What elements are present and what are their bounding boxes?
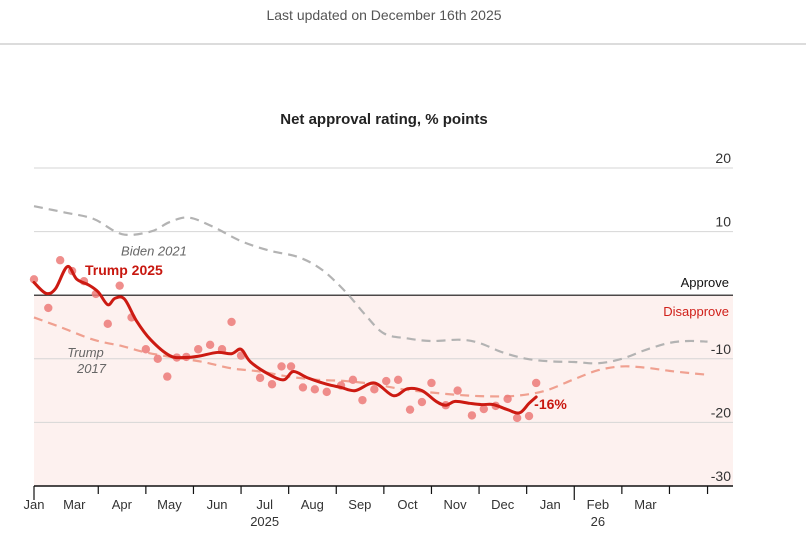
poll-point bbox=[524, 411, 534, 421]
poll-point bbox=[194, 345, 203, 354]
poll-point bbox=[348, 375, 358, 384]
poll-point bbox=[405, 405, 415, 414]
biden-2021-line bbox=[33, 205, 708, 365]
poll-point bbox=[393, 375, 403, 384]
x-tick-sublabel: 26 bbox=[591, 514, 605, 529]
biden-2021-label: Biden 2021 bbox=[121, 244, 187, 259]
poll-point bbox=[277, 362, 286, 371]
x-tick-label: Aug bbox=[301, 497, 324, 512]
y-tick-label: 10 bbox=[715, 214, 731, 230]
x-tick-label: Nov bbox=[443, 497, 467, 512]
trump-2017-line bbox=[33, 316, 708, 398]
y-tick-label: -30 bbox=[711, 468, 731, 484]
header-divider bbox=[0, 43, 806, 45]
poll-point bbox=[29, 275, 39, 284]
poll-point bbox=[417, 397, 427, 407]
poll-point bbox=[358, 395, 367, 405]
x-tick-label: Feb bbox=[587, 497, 609, 512]
trump-2025-line bbox=[32, 265, 538, 415]
disapprove-label: Disapprove bbox=[663, 304, 729, 319]
y-tick-label: 20 bbox=[715, 150, 731, 166]
last-updated-text: Last updated on December 16th 2025 bbox=[266, 7, 502, 23]
poll-point bbox=[255, 373, 265, 383]
x-tick-label: Apr bbox=[112, 497, 133, 512]
x-tick-label: Jul bbox=[256, 497, 273, 512]
poll-point bbox=[153, 354, 162, 363]
x-tick-label: Jan bbox=[24, 497, 45, 512]
x-tick-sublabel: 2025 bbox=[250, 514, 279, 529]
trump-2025-end-value: -16% bbox=[534, 396, 567, 412]
poll-point bbox=[531, 378, 541, 388]
poll-point bbox=[310, 385, 320, 394]
poll-point bbox=[453, 386, 462, 395]
poll-point bbox=[115, 281, 124, 290]
x-tick-label: Jun bbox=[207, 497, 228, 512]
poll-point bbox=[467, 411, 477, 420]
poll-point bbox=[286, 362, 296, 371]
poll-point bbox=[298, 383, 308, 392]
x-tick-label: Mar bbox=[634, 497, 657, 512]
x-tick-label: Sep bbox=[348, 497, 371, 512]
poll-point bbox=[205, 340, 215, 350]
y-tick-label: -20 bbox=[711, 404, 731, 420]
poll-point bbox=[103, 319, 112, 329]
poll-point bbox=[227, 317, 236, 327]
x-tick-label: Jan bbox=[540, 497, 561, 512]
y-tick-label: -10 bbox=[711, 341, 731, 357]
trump-2017-label-line2: 2017 bbox=[76, 361, 107, 376]
trump-2025-label: Trump 2025 bbox=[85, 262, 163, 278]
poll-point bbox=[55, 256, 65, 265]
poll-point bbox=[267, 380, 277, 389]
poll-point bbox=[479, 404, 489, 414]
x-tick-label: Oct bbox=[397, 497, 418, 512]
approve-label: Approve bbox=[681, 275, 729, 290]
poll-point bbox=[163, 372, 172, 381]
x-tick-label: Mar bbox=[63, 497, 86, 512]
poll-point bbox=[512, 413, 522, 423]
x-tick-label: Dec bbox=[491, 497, 515, 512]
poll-point bbox=[503, 394, 512, 404]
chart-title: Net approval rating, % points bbox=[280, 111, 488, 128]
poll-point bbox=[141, 345, 151, 354]
poll-point bbox=[427, 378, 436, 388]
poll-point bbox=[322, 387, 331, 397]
x-tick-label: May bbox=[157, 497, 182, 512]
poll-point bbox=[370, 385, 379, 394]
trump-2017-label-line1: Trump bbox=[67, 345, 104, 360]
poll-point bbox=[382, 376, 391, 386]
poll-point bbox=[44, 303, 53, 313]
